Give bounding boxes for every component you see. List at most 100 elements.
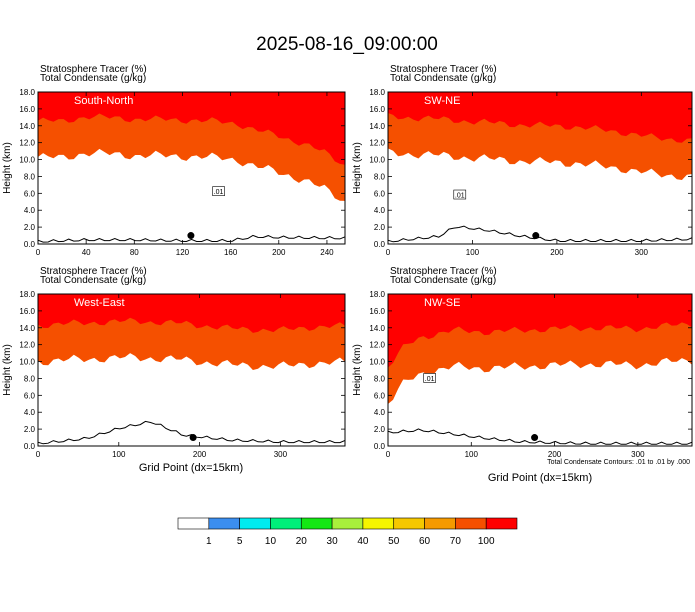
y-tick-label: 18.0: [19, 88, 35, 97]
y-tick-label: 14.0: [369, 122, 385, 131]
x-tick-label: 80: [130, 248, 139, 257]
contour-field-label: Total Condensate (g/kg): [390, 73, 496, 84]
x-tick-label: 160: [224, 248, 238, 257]
field-label: Stratosphere Tracer (%): [390, 64, 497, 75]
colorbar-label: 10: [265, 536, 277, 547]
field-label: Stratosphere Tracer (%): [390, 266, 497, 277]
y-tick-label: 16.0: [19, 105, 35, 114]
terrain-line: [388, 428, 692, 445]
x-tick-label: 200: [548, 450, 562, 459]
field-label: Stratosphere Tracer (%): [40, 64, 147, 75]
colorbar: 1 5 10 20 30 40 50 60 70 100: [177, 517, 518, 547]
colorbar-label: 60: [419, 536, 431, 547]
x-tick-label: 100: [466, 248, 480, 257]
y-axis-label: Height (km): [2, 344, 13, 396]
terrain-line: [38, 234, 345, 243]
y-tick-label: 16.0: [369, 105, 385, 114]
y-tick-label: 12.0: [369, 139, 385, 148]
x-tick-label: 0: [36, 450, 41, 459]
contour-label-box: [423, 373, 436, 383]
y-tick-label: 16.0: [369, 307, 385, 316]
y-tick-label: 18.0: [19, 290, 35, 299]
panel-title: NW-SE: [424, 297, 460, 309]
plot-frame: [37, 293, 346, 447]
panel-1: Stratosphere Tracer (%)Total Condensate …: [2, 64, 346, 257]
plot-frame: [387, 293, 693, 447]
y-tick-label: 6.0: [374, 189, 386, 198]
contour-label-box: [453, 189, 467, 200]
panel-title: South-North: [74, 95, 133, 107]
y-tick-label: 8.0: [374, 374, 386, 383]
y-tick-label: 6.0: [24, 189, 36, 198]
contour-label: .01: [425, 376, 435, 383]
x-tick-label: 120: [176, 248, 190, 257]
colorbar-label: 100: [478, 536, 495, 547]
y-tick-label: 16.0: [19, 307, 35, 316]
contour-field-label: Total Condensate (g/kg): [390, 275, 496, 286]
x-tick-label: 100: [112, 450, 126, 459]
x-tick-label: 0: [386, 450, 391, 459]
x-tick-label: 0: [386, 248, 391, 257]
y-tick-label: 2.0: [24, 223, 36, 232]
colorbar-segment: [270, 517, 302, 530]
contour-label: .01: [214, 189, 224, 196]
colorbar-segment: [455, 517, 487, 530]
y-tick-label: 6.0: [24, 391, 36, 400]
x-axis-label-right: Grid Point (dx=15km): [488, 472, 592, 484]
plot-frame: [37, 91, 346, 245]
location-marker: [532, 232, 540, 240]
x-tick-label: 100: [465, 450, 479, 459]
panel-4: Stratosphere Tracer (%)Total Condensate …: [352, 266, 693, 459]
plot-area: .01: [388, 92, 692, 244]
x-tick-label: 200: [272, 248, 286, 257]
colorbar-segment: [393, 517, 425, 530]
colorbar-segment: [208, 517, 240, 530]
colorbar-segment: [362, 517, 395, 530]
y-tick-label: 14.0: [19, 122, 35, 131]
colorbar-segment: [331, 517, 364, 530]
y-tick-label: 10.0: [369, 358, 385, 367]
y-tick-label: 12.0: [19, 341, 35, 350]
y-tick-label: 14.0: [19, 324, 35, 333]
y-tick-label: 2.0: [24, 425, 36, 434]
colorbar-segment: [485, 517, 518, 530]
y-tick-label: 2.0: [374, 223, 386, 232]
x-tick-label: 300: [631, 450, 645, 459]
y-tick-label: 0.0: [374, 240, 386, 249]
contour-note: Total Condensate Contours: .01 to .01 by…: [547, 459, 690, 466]
location-marker: [189, 434, 197, 442]
field-label: Stratosphere Tracer (%): [40, 266, 147, 277]
y-tick-label: 18.0: [369, 290, 385, 299]
colorbar-label: 5: [237, 536, 243, 547]
colorbar-label: 50: [388, 536, 400, 547]
y-tick-label: 0.0: [24, 240, 36, 249]
location-marker: [531, 434, 539, 442]
y-tick-label: 12.0: [369, 341, 385, 350]
y-tick-label: 8.0: [24, 374, 36, 383]
y-tick-label: 0.0: [24, 442, 36, 451]
contour-label-box: [212, 186, 225, 196]
x-tick-label: 200: [550, 248, 564, 257]
contour-field-label: Total Condensate (g/kg): [40, 73, 146, 84]
tracer-max-region: [38, 294, 345, 333]
colorbar-label: 70: [450, 536, 462, 547]
y-tick-label: 8.0: [374, 172, 386, 181]
colorbar-segment: [239, 517, 271, 530]
colorbar-segment: [300, 517, 333, 530]
contour-label: .01: [455, 193, 465, 200]
y-tick-label: 4.0: [24, 408, 36, 417]
x-tick-label: 240: [320, 248, 334, 257]
panel-title: SW-NE: [424, 95, 460, 107]
y-tick-label: 4.0: [374, 408, 386, 417]
y-tick-label: 18.0: [369, 88, 385, 97]
panel-title: West-East: [74, 297, 125, 309]
location-marker: [187, 232, 195, 240]
y-tick-label: 2.0: [374, 425, 386, 434]
plot-area: .01: [38, 92, 345, 244]
y-tick-label: 10.0: [19, 156, 35, 165]
y-axis-label: Height (km): [352, 142, 363, 194]
y-tick-label: 0.0: [374, 442, 386, 451]
y-tick-label: 4.0: [24, 206, 36, 215]
x-axis-label-left: Grid Point (dx=15km): [139, 462, 243, 474]
